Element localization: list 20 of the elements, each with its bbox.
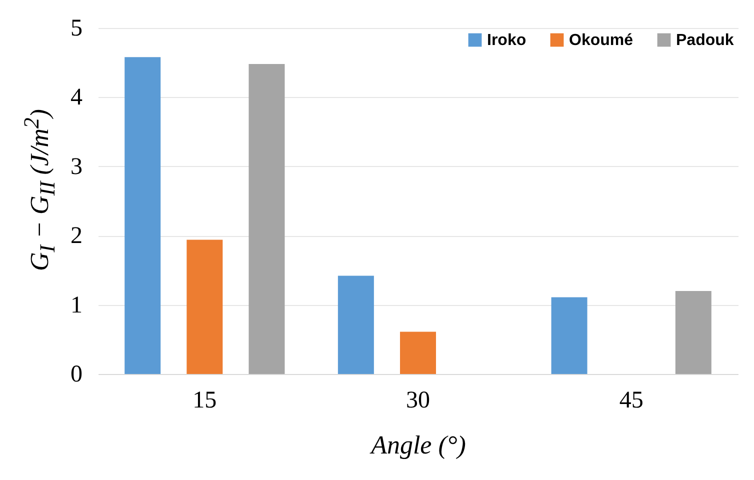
legend-label: Padouk <box>676 32 734 49</box>
x-tick-label: 30 <box>406 388 430 414</box>
y-tick-label: 1 <box>70 292 82 318</box>
x-axis-title: Angle (°) <box>369 430 466 460</box>
y-tick-label: 2 <box>70 223 82 250</box>
x-tick-label: 45 <box>619 388 644 414</box>
bar <box>124 57 161 374</box>
bar <box>400 332 436 374</box>
bar <box>248 64 285 374</box>
legend-label: Iroko <box>487 32 526 49</box>
y-tick-label: 3 <box>70 154 82 180</box>
bar <box>675 290 712 374</box>
bar <box>338 276 374 374</box>
y-tick-label: 0 <box>70 362 82 388</box>
x-tick-label: 15 <box>192 388 217 414</box>
y-tick-label: 5 <box>70 16 82 42</box>
legend-label: Okoumé <box>569 32 634 49</box>
bar <box>186 240 223 374</box>
y-tick-label: 4 <box>70 84 82 111</box>
bar <box>551 297 588 374</box>
